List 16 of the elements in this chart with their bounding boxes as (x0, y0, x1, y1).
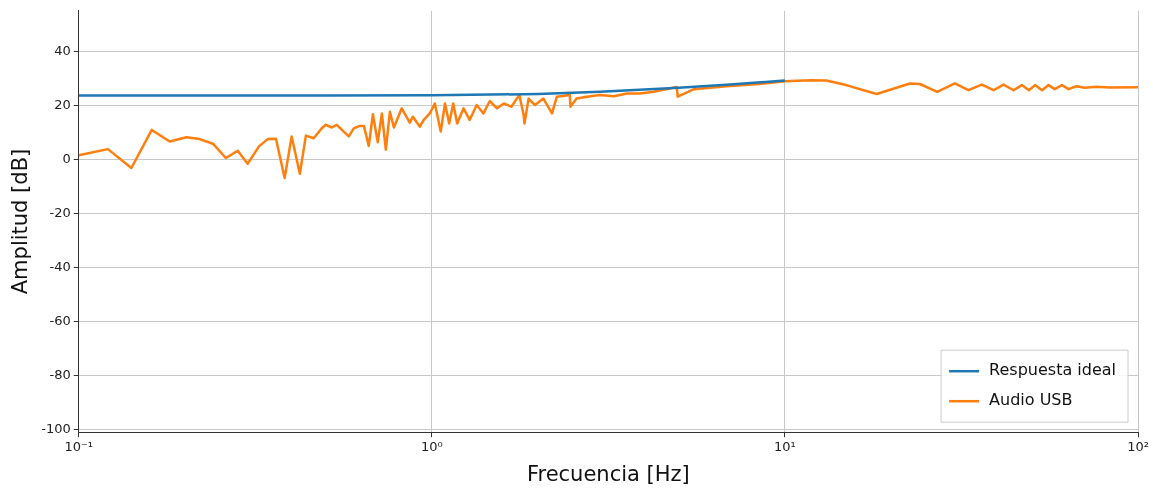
y-tick-label: -20 (49, 204, 71, 220)
y-tick-label: 20 (54, 96, 71, 112)
y-axis-title: Amplitud [dB] (8, 148, 33, 295)
x-tick-label: 10¹ (774, 439, 796, 455)
y-tick-label: -40 (49, 258, 71, 274)
x-tick-label: 10⁻¹ (64, 439, 94, 455)
legend-label: Respuesta ideal (989, 360, 1117, 380)
y-tick-label: 0 (62, 150, 71, 166)
x-axis-title: Frecuencia [Hz] (526, 461, 690, 486)
x-tick-label: 10² (1127, 439, 1149, 455)
y-tick-label: -60 (49, 312, 71, 328)
x-tick-label: 10⁰ (420, 439, 443, 455)
y-tick-label: -80 (49, 366, 71, 382)
legend-label: Audio USB (989, 390, 1073, 410)
y-tick-label: 40 (54, 42, 71, 58)
y-tick-label: -100 (41, 420, 71, 436)
